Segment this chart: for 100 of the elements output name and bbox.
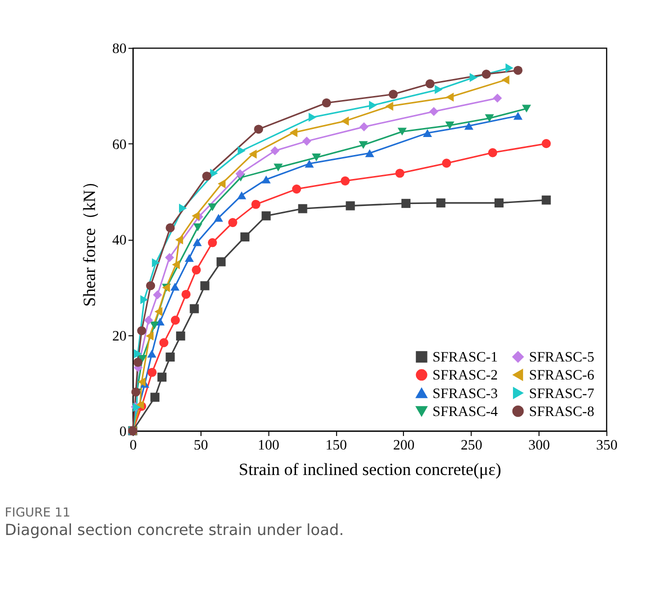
point xyxy=(137,326,146,336)
point xyxy=(506,63,514,72)
point xyxy=(175,235,184,244)
point xyxy=(298,204,308,214)
point xyxy=(436,198,446,208)
point xyxy=(208,203,217,212)
point xyxy=(146,281,156,290)
point xyxy=(359,122,369,132)
point xyxy=(322,98,332,108)
point xyxy=(340,116,349,126)
point xyxy=(150,392,160,402)
legend-label: SFRASC-4 xyxy=(432,404,498,420)
point xyxy=(238,146,246,156)
point xyxy=(368,100,377,110)
point xyxy=(184,254,194,262)
legend-label: SFRASC-1 xyxy=(432,350,498,366)
x-tick-label: 150 xyxy=(325,437,347,454)
point xyxy=(494,198,504,208)
point xyxy=(501,75,510,84)
point xyxy=(312,154,321,162)
point xyxy=(152,258,160,268)
point xyxy=(152,290,162,300)
x-tick-label: 250 xyxy=(460,437,482,454)
point xyxy=(192,211,200,220)
point xyxy=(192,238,202,246)
y-tick-label: 40 xyxy=(112,232,127,249)
point xyxy=(346,201,355,210)
caption: FIGURE 11 xyxy=(4,504,70,520)
point xyxy=(176,331,186,341)
point xyxy=(172,260,180,270)
point xyxy=(237,191,246,200)
point xyxy=(200,281,210,290)
point xyxy=(251,200,260,209)
point xyxy=(133,358,142,367)
point xyxy=(290,128,298,138)
x-tick-label: 200 xyxy=(393,437,415,454)
x-tick-label: 300 xyxy=(528,437,550,454)
point xyxy=(214,214,224,222)
x-axis-title: Strain of inclined section concrete(με) xyxy=(238,460,502,480)
point xyxy=(208,238,217,248)
point xyxy=(484,114,494,122)
text: Diagonal section concrete strain under load. xyxy=(4,520,344,539)
point xyxy=(358,141,368,149)
point xyxy=(236,169,245,178)
point xyxy=(138,377,146,386)
point xyxy=(216,257,226,266)
point xyxy=(270,146,280,156)
point xyxy=(192,265,201,274)
point xyxy=(274,164,283,172)
point xyxy=(482,70,491,79)
point xyxy=(513,112,523,120)
point xyxy=(395,168,404,178)
point xyxy=(398,128,407,136)
point xyxy=(302,136,312,146)
point xyxy=(401,198,410,208)
x-tick-label: 50 xyxy=(194,437,208,454)
point xyxy=(148,368,157,377)
point xyxy=(388,90,398,99)
x-tick-label: 0 xyxy=(130,437,137,454)
legend-label: SFRASC-3 xyxy=(432,386,498,402)
x-tick-label: 350 xyxy=(596,437,618,454)
point xyxy=(434,84,443,94)
point xyxy=(166,223,175,232)
y-tick-label: 80 xyxy=(112,41,127,58)
legend-label: SFRASC-8 xyxy=(529,404,594,420)
point xyxy=(429,106,438,116)
point xyxy=(513,66,523,75)
point xyxy=(248,150,257,159)
legend-label: SFRASC-5 xyxy=(529,350,594,366)
point xyxy=(134,349,142,358)
y-tick-label: 0 xyxy=(119,424,127,440)
point xyxy=(262,176,271,184)
point xyxy=(304,160,314,168)
point xyxy=(522,104,532,113)
legend-label: SFRASC-2 xyxy=(432,368,498,384)
point xyxy=(308,112,316,122)
point xyxy=(157,372,166,382)
point xyxy=(492,94,502,103)
point xyxy=(170,316,180,325)
point xyxy=(146,331,154,341)
y-tick-label: 20 xyxy=(112,328,127,344)
point xyxy=(292,184,302,194)
point xyxy=(254,124,264,134)
point xyxy=(470,73,478,82)
point xyxy=(140,295,148,304)
point xyxy=(488,148,498,158)
x-tick-label: 100 xyxy=(258,437,280,454)
point xyxy=(170,282,180,291)
point xyxy=(154,307,162,316)
point xyxy=(202,172,212,181)
point xyxy=(147,350,156,358)
point xyxy=(446,92,454,102)
point xyxy=(385,102,394,111)
point xyxy=(144,316,154,325)
point xyxy=(228,218,238,228)
point xyxy=(218,179,226,188)
point xyxy=(442,158,452,168)
point xyxy=(425,79,435,88)
point xyxy=(365,149,374,158)
legend-label: SFRASC-7 xyxy=(529,386,594,402)
